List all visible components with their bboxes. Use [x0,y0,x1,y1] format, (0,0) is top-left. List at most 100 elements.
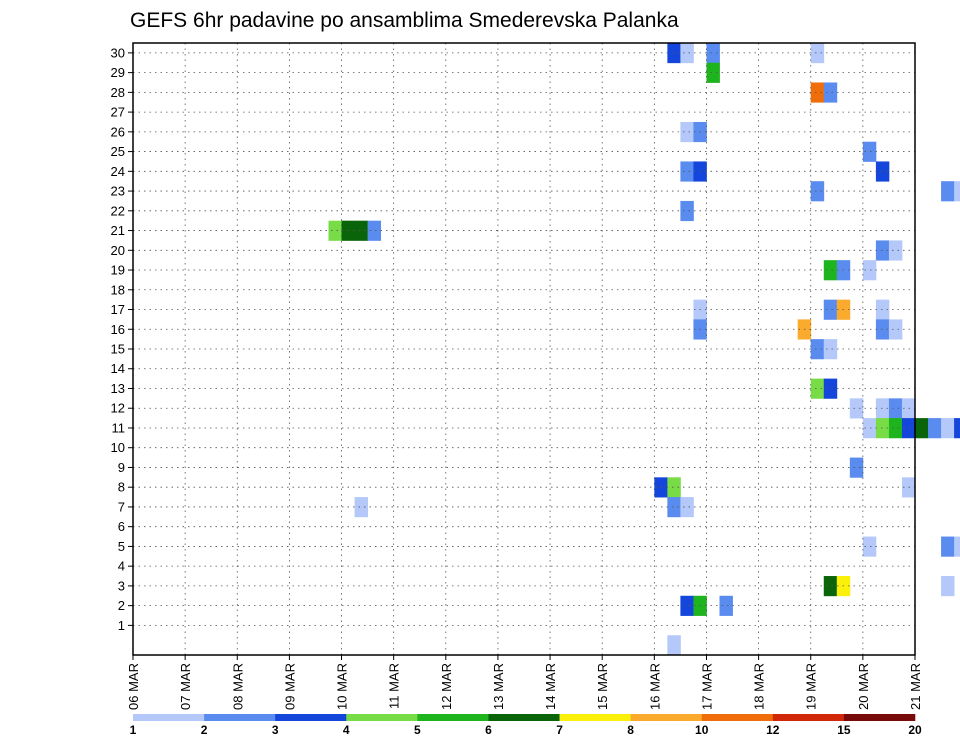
precip-cell [680,161,694,182]
precip-cell [941,536,955,557]
y-tick-label: 16 [111,322,125,337]
y-tick-label: 26 [111,124,125,139]
precip-cell [810,339,825,360]
precip-cell [954,418,960,439]
precip-cell [810,181,825,202]
legend-swatch [133,714,205,721]
precip-cell [328,220,342,241]
legend-swatch [417,714,489,721]
x-tick-label: 07 MAR [178,663,193,710]
y-tick-label: 30 [111,45,125,60]
precip-cell [954,536,960,557]
precip-cell [941,181,955,202]
precip-cell [875,398,890,419]
precip-cell [680,595,694,616]
y-tick-label: 2 [118,598,125,613]
legend-swatch [275,714,347,721]
y-tick-label: 13 [111,381,125,396]
precip-cell [680,121,694,143]
legend-label: 3 [272,723,279,737]
precip-cell [875,240,890,261]
legend-swatch [701,714,774,721]
precip-cell [667,43,681,64]
x-tick-label: 10 MAR [335,663,350,710]
x-tick-label: 21 MAR [908,663,923,710]
precip-cell [849,398,864,419]
x-tick-label: 19 MAR [804,663,819,710]
legend-label: 20 [908,723,922,737]
precip-cell [354,497,368,518]
legend-label: 1 [130,723,137,737]
y-tick-label: 3 [118,578,125,593]
precip-cell [667,635,681,656]
precip-cell [875,418,890,439]
x-tick-label: 17 MAR [699,663,714,710]
precip-cell [354,220,368,241]
y-tick-label: 18 [111,282,125,297]
precip-cell [875,161,890,182]
x-tick-label: 15 MAR [595,663,610,710]
y-tick-label: 8 [118,480,125,495]
legend-label: 2 [201,723,208,737]
precip-cell [862,418,877,439]
legend-swatch [346,714,418,721]
y-tick-label: 22 [111,203,125,218]
legend-swatch [772,714,845,721]
precip-cell [888,240,903,261]
legend-label: 8 [627,723,634,737]
y-tick-label: 14 [111,361,125,376]
precip-cell [719,595,733,616]
precip-cell [810,43,825,64]
precip-cell [888,418,903,439]
grid-layer [133,43,915,655]
precip-cell [862,536,877,557]
y-tick-label: 24 [111,164,125,179]
precip-cell [875,299,890,320]
legend-label: 7 [556,723,563,737]
legend-label: 15 [837,723,851,737]
precip-cell [706,43,720,64]
y-tick-label: 9 [118,460,125,475]
precip-cell [888,319,903,340]
x-tick-label: 11 MAR [387,663,402,709]
y-tick-label: 28 [111,85,125,100]
legend: 1 2 3 4 5 6 7 8 10 12 15 20 [130,714,922,737]
x-tick-label: 09 MAR [282,663,297,710]
y-tick-label: 25 [111,144,125,159]
precip-cell [810,378,825,399]
chart-title: GEFS 6hr padavine po ansamblima Smederev… [130,9,679,32]
y-tick-label: 15 [111,342,125,357]
precip-cell [888,398,903,419]
precip-cell [941,418,955,439]
legend-swatch [630,714,703,721]
precip-cell [367,220,382,241]
y-tick-label: 19 [111,263,125,278]
x-tick-label: 13 MAR [491,663,506,710]
y-tick-label: 7 [118,499,125,514]
precip-cell [823,378,838,399]
y-tick-label: 6 [118,519,125,534]
legend-label: 5 [414,723,421,737]
precip-cell [706,62,720,83]
precip-cell [680,200,694,222]
precip-cell [667,477,681,498]
y-tick-label: 20 [111,243,125,258]
legend-label: 10 [695,723,709,737]
legend-label: 4 [343,723,350,737]
legend-swatch [843,714,916,721]
legend-swatch [559,714,631,721]
x-tick-label: 14 MAR [543,663,558,710]
precip-cell [823,82,838,103]
x-tick-label: 12 MAR [439,663,454,710]
precip-cell [941,576,955,597]
y-tick-label: 5 [118,539,125,554]
legend-swatch [488,714,560,721]
precip-cell [823,260,838,281]
precip-cell [928,418,942,439]
x-tick-label: 20 MAR [856,663,871,710]
precip-cell [823,299,838,320]
y-tick-label: 10 [111,440,125,455]
x-axis: 06 MAR 07 MAR 08 MAR 09 MAR 10 MAR 11 MAR 12 M… [126,655,923,710]
y-axis: 1234567891011121314151617181920212223242… [111,45,133,633]
